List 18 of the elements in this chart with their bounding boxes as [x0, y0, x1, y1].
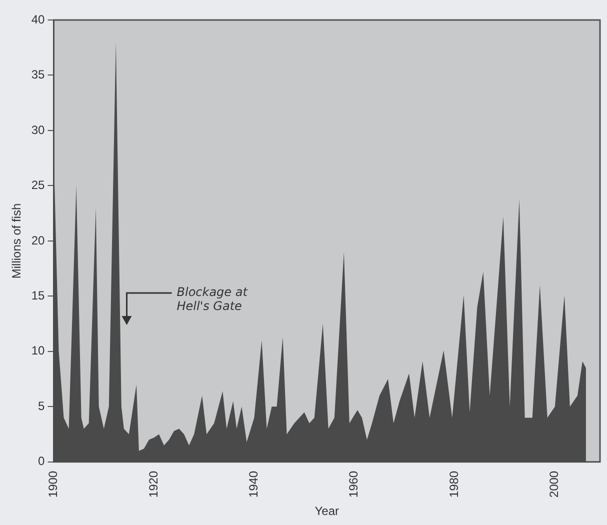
y-tick-label: 15	[31, 288, 46, 303]
x-tick-label: 1940	[246, 470, 261, 498]
y-tick-label: 0	[38, 454, 46, 468]
x-tick-label: 1980	[446, 470, 461, 498]
x-tick-label: 1900	[46, 470, 60, 498]
x-tick-label: 1920	[146, 470, 160, 498]
y-tick-label: 20	[31, 233, 46, 248]
y-tick-label: 40	[31, 12, 46, 26]
y-axis-title: Millions of fish	[10, 203, 24, 279]
x-tick-label: 1960	[346, 470, 361, 498]
x-tick-label: 2000	[547, 470, 562, 498]
x-axis-title: Year	[314, 504, 339, 518]
y-tick-label: 10	[31, 344, 46, 358]
y-tick-label: 30	[31, 122, 46, 137]
y-tick-label: 35	[31, 68, 46, 82]
annotation: Blockage at Hell's Gate	[176, 285, 249, 314]
y-tick-label: 25	[31, 178, 46, 192]
y-tick-label: 5	[38, 398, 46, 413]
